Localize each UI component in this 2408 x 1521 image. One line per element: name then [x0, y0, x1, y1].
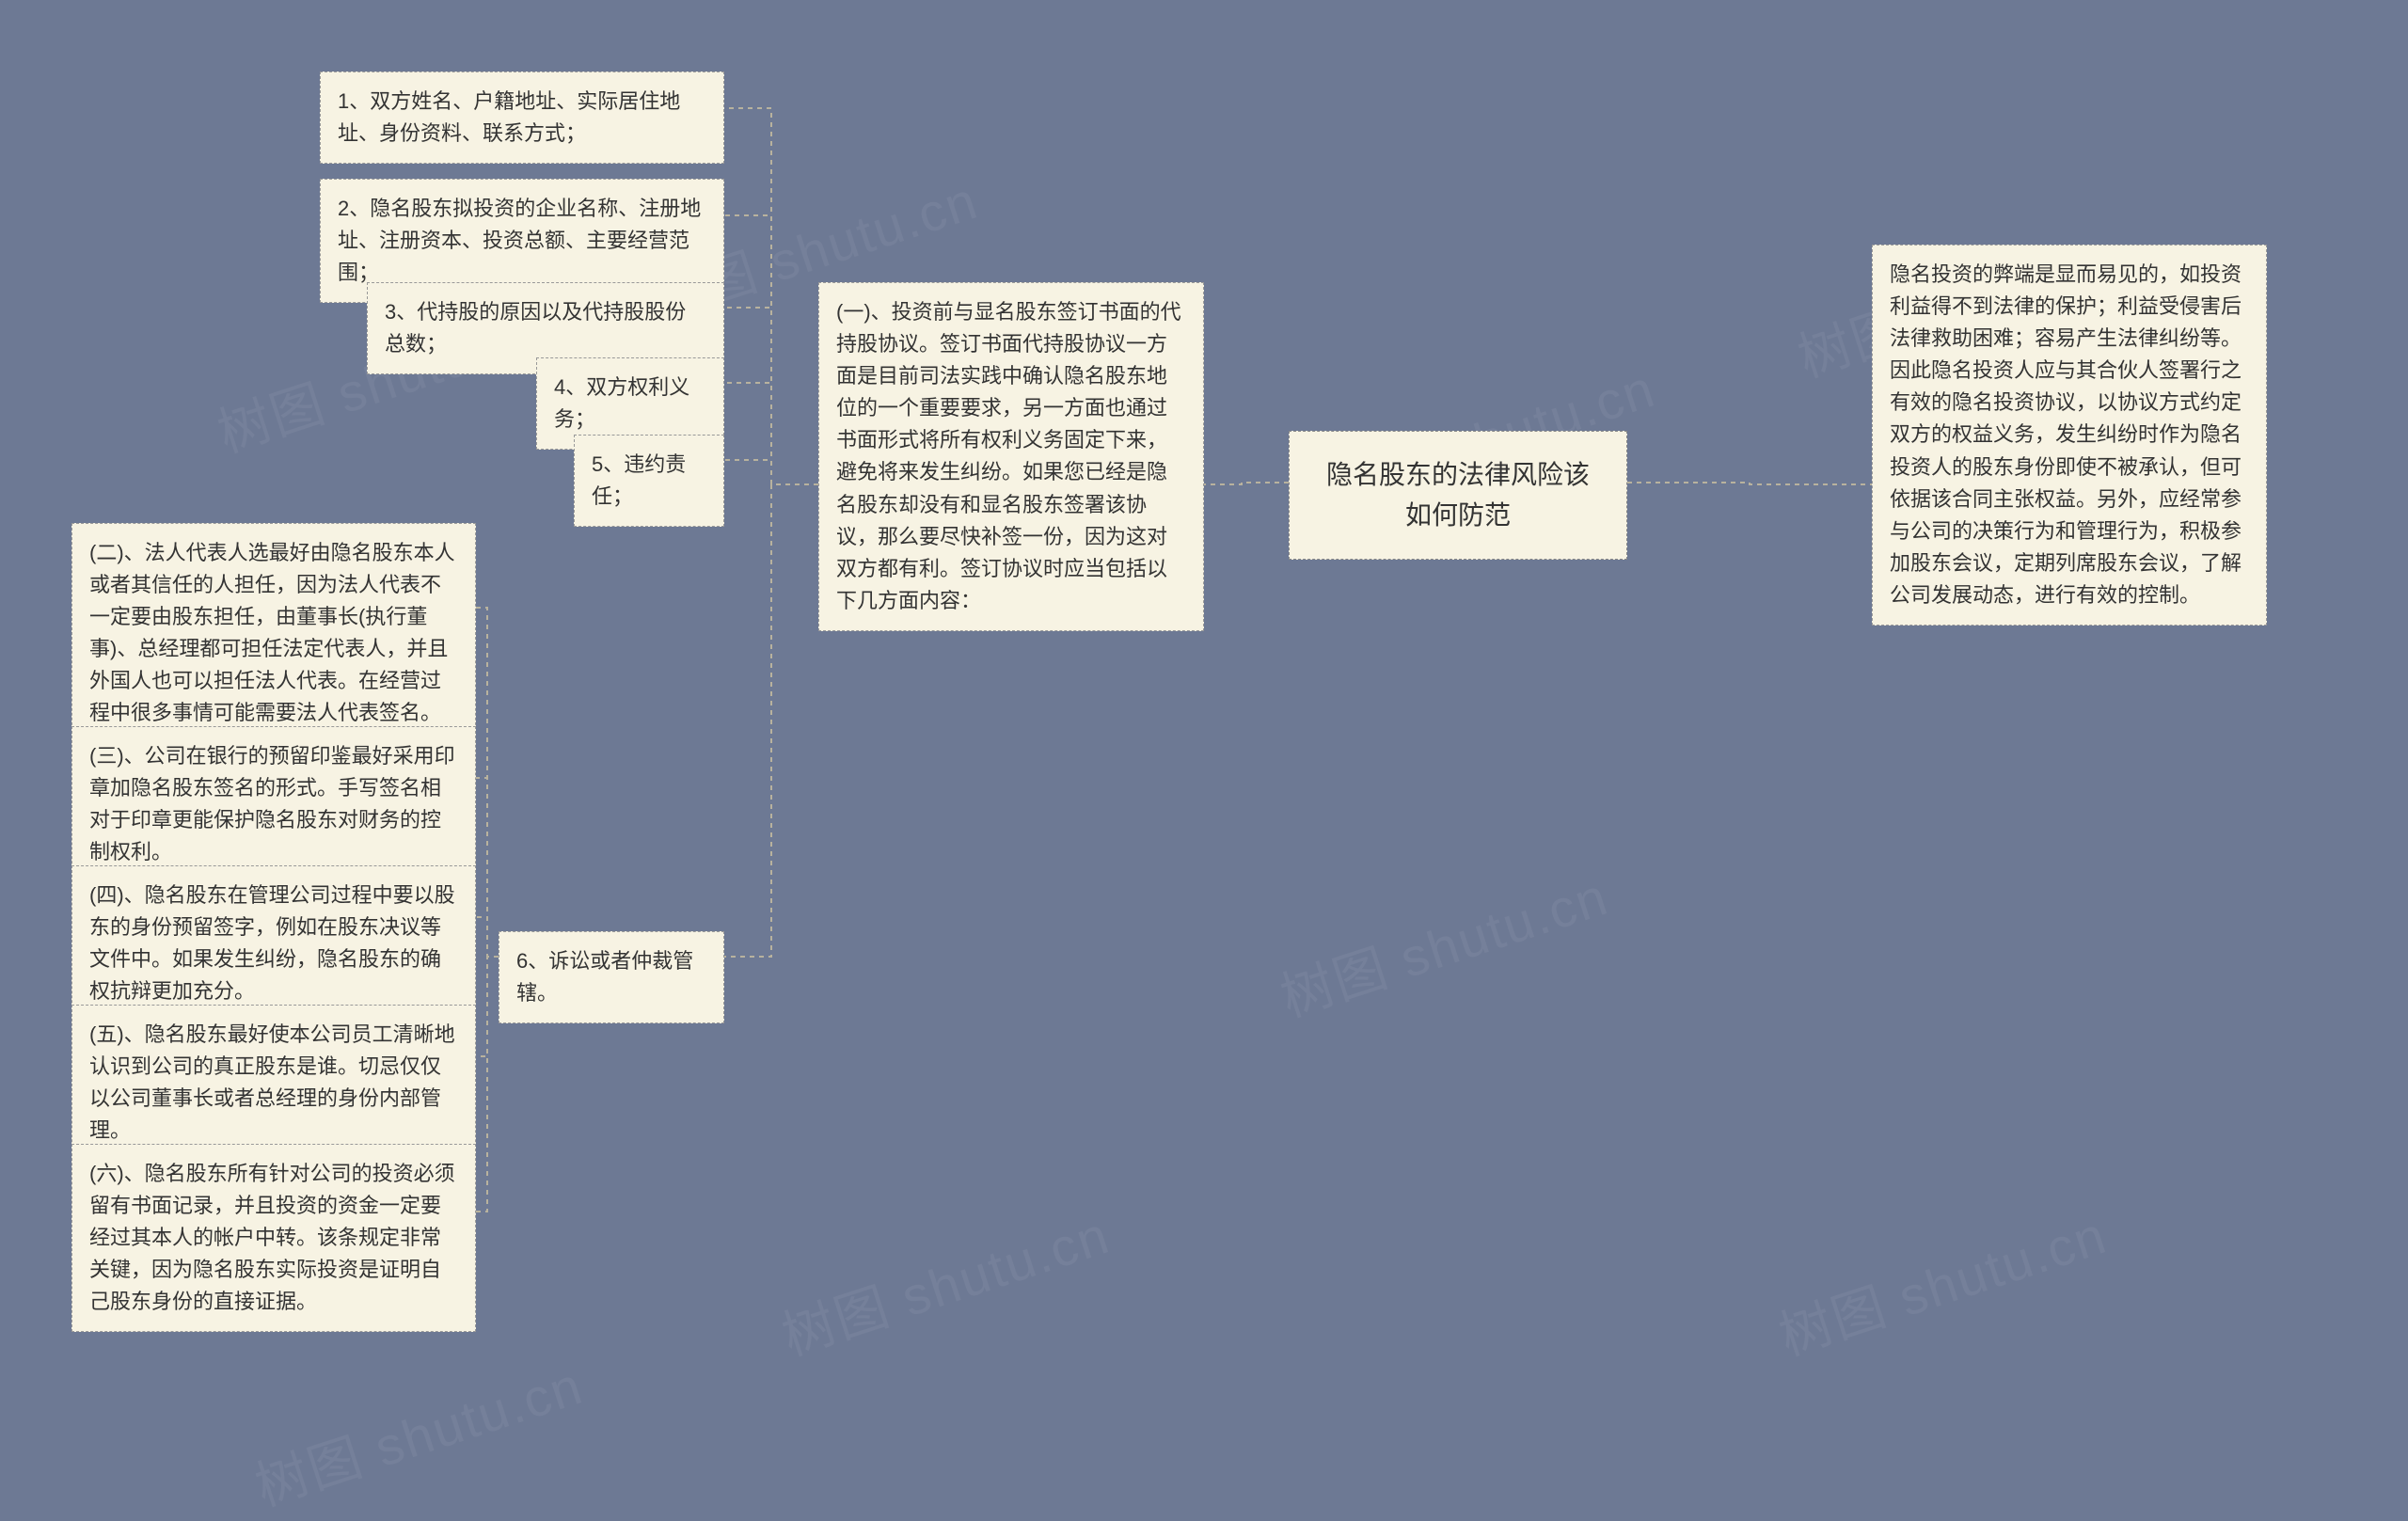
connector — [1627, 483, 1872, 484]
center-node: 隐名股东的法律风险该如何防范 — [1289, 431, 1627, 560]
connector — [1204, 483, 1289, 484]
connector — [724, 308, 818, 484]
leaf-node-4: (四)、隐名股东在管理公司过程中要以股东的身份预留签字，例如在股东决议等文件中。… — [71, 865, 476, 1022]
watermark: 树图 shutu.cn — [245, 1343, 592, 1521]
connector — [724, 108, 818, 484]
watermark: 树图 shutu.cn — [1270, 854, 1617, 1032]
connector — [724, 460, 818, 484]
connector — [476, 608, 499, 957]
watermark: 树图 shutu.cn — [771, 1193, 1118, 1370]
leaf-node-3: (三)、公司在银行的预留印鉴最好采用印章加隐名股东签名的形式。手写签名相对于印章… — [71, 726, 476, 882]
connector — [724, 383, 818, 484]
mid-node: (一)、投资前与显名股东签订书面的代持股协议。签订书面代持股协议一方面是目前司法… — [818, 282, 1204, 631]
leaf-node-2: (二)、法人代表人选最好由隐名股东本人或者其信任的人担任，因为法人代表不一定要由… — [71, 523, 476, 744]
connector — [476, 917, 499, 957]
sub-node-1: 1、双方姓名、户籍地址、实际居住地址、身份资料、联系方式； — [320, 71, 724, 164]
leaf-node-6: (六)、隐名股东所有针对公司的投资必须留有书面记录，并且投资的资金一定要经过其本… — [71, 1144, 476, 1332]
connector — [476, 957, 499, 1212]
sub-node-6: 6、诉讼或者仲裁管辖。 — [499, 931, 724, 1023]
right-node: 隐名投资的弊端是显而易见的，如投资利益得不到法律的保护；利益受侵害后法律救助困难… — [1872, 245, 2267, 626]
connector — [476, 957, 499, 1056]
watermark: 树图 shutu.cn — [1768, 1193, 2115, 1370]
connector — [476, 778, 499, 957]
connector — [724, 484, 818, 957]
sub-node-5: 5、违约责任； — [574, 435, 724, 527]
leaf-node-5: (五)、隐名股东最好使本公司员工清晰地认识到公司的真正股东是谁。切忌仅仅以公司董… — [71, 1005, 476, 1161]
connector — [724, 215, 818, 484]
